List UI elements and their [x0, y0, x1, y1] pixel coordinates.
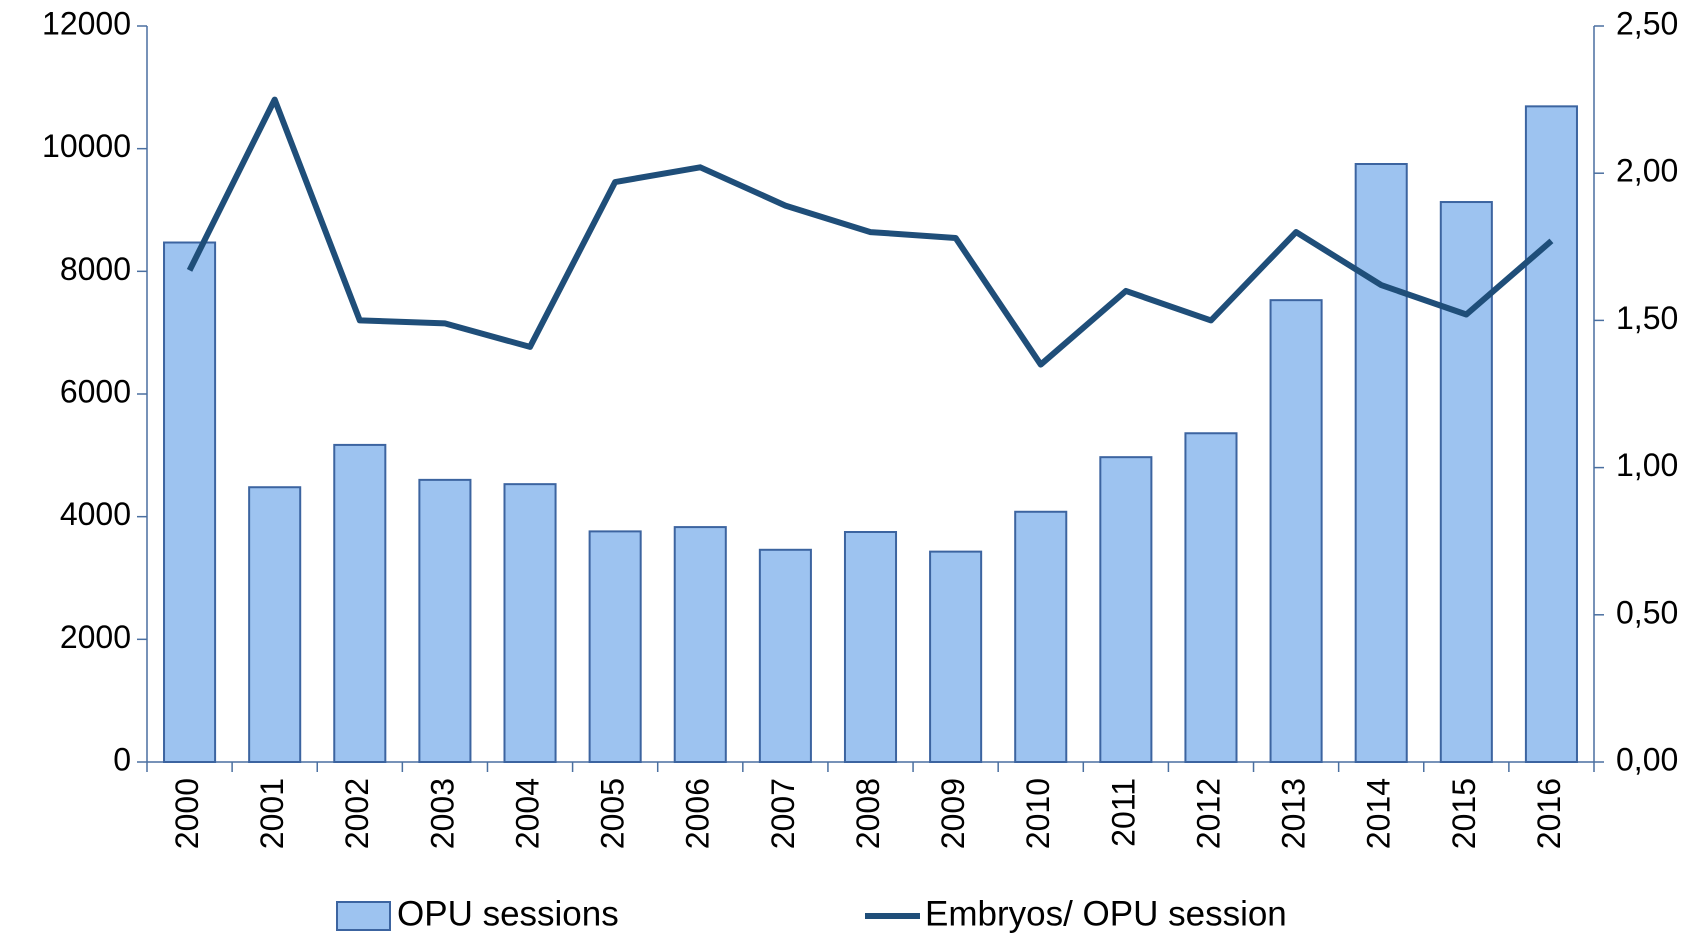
bar [248, 486, 302, 763]
x-tick-label: 2001 [254, 778, 290, 849]
x-tick-label: 2015 [1446, 778, 1482, 849]
y-tick-label: 2000 [60, 619, 131, 655]
bar [673, 526, 727, 763]
x-tick-label: 2004 [509, 778, 545, 849]
bar [588, 530, 642, 763]
x-tick-label: 2012 [1190, 778, 1226, 849]
bar [843, 531, 898, 763]
y2-tick-label: 2,50 [1616, 5, 1678, 41]
y2-tick-label: 0,00 [1616, 741, 1678, 777]
y-tick-label: 6000 [60, 373, 131, 409]
x-tick-label: 2007 [765, 778, 801, 849]
x-tick-label: 2006 [680, 778, 716, 849]
x-tick-label: 2013 [1276, 778, 1312, 849]
y-tick-label: 4000 [60, 496, 131, 532]
bar [1439, 201, 1493, 763]
legend-label: OPU sessions [397, 894, 619, 933]
x-tick-label: 2009 [935, 778, 971, 849]
bar [503, 483, 557, 763]
y2-tick-label: 1,50 [1616, 300, 1678, 336]
bar [758, 548, 812, 764]
x-tick-label: 2011 [1105, 778, 1141, 847]
line [186, 96, 1554, 368]
legend-swatch [336, 901, 391, 931]
x-tick-label: 2003 [424, 778, 460, 849]
x-tick-label: 2005 [595, 778, 631, 849]
bar [929, 550, 983, 763]
bar [333, 443, 387, 763]
y-tick-label: 10000 [42, 128, 131, 164]
y-tick-label: 0 [113, 741, 131, 777]
x-tick-label: 2016 [1531, 778, 1567, 849]
bar [1184, 432, 1238, 763]
legend-label: Embryos/ OPU session [925, 894, 1287, 933]
x-tick-label: 2000 [169, 778, 205, 849]
x-tick-label: 2014 [1361, 778, 1397, 849]
x-tick-label: 2002 [339, 778, 375, 849]
y2-tick-label: 2,00 [1616, 153, 1678, 189]
bar [1354, 163, 1408, 763]
y-tick-label: 8000 [60, 251, 131, 287]
y2-tick-label: 1,00 [1616, 447, 1678, 483]
y2-tick-label: 0,50 [1616, 594, 1678, 630]
bar [163, 241, 217, 764]
bar [418, 478, 472, 763]
bar [1014, 510, 1068, 764]
y-tick-label: 12000 [42, 5, 131, 41]
x-tick-label: 2010 [1020, 778, 1056, 849]
bar [1524, 105, 1578, 763]
x-tick-label: 2008 [850, 778, 886, 849]
bar [1269, 299, 1323, 763]
bar [1099, 456, 1153, 763]
